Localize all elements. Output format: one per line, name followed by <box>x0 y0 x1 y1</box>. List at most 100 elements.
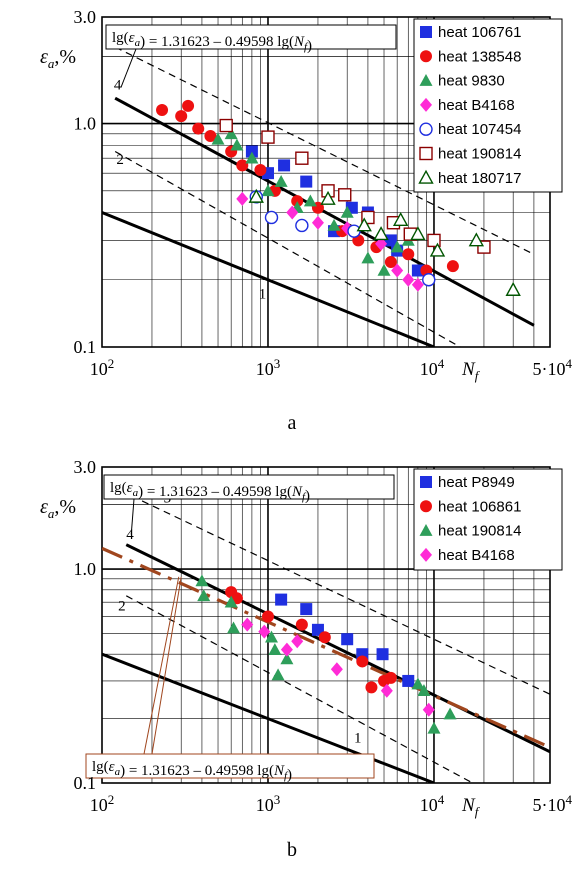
y-axis-label: εa,% <box>40 46 76 71</box>
data-point <box>443 707 457 720</box>
data-point <box>422 273 436 287</box>
data-point <box>380 683 393 698</box>
legend-label: heat B4168 <box>438 547 515 564</box>
series-heat-190814 <box>195 574 457 734</box>
plot-frame <box>101 466 551 784</box>
legend-marker <box>420 26 432 38</box>
legend-marker <box>419 74 433 86</box>
data-point <box>261 610 274 623</box>
data-point <box>411 264 424 277</box>
data-point <box>417 684 431 696</box>
line-label-4: 4 <box>114 78 122 94</box>
equation-box <box>105 24 397 50</box>
data-point <box>365 681 378 694</box>
data-point <box>392 212 409 227</box>
panel-caption: a <box>288 412 297 434</box>
data-point <box>156 104 169 117</box>
data-point <box>327 218 341 231</box>
data-point <box>295 618 308 631</box>
series-heat-106861 <box>225 586 397 694</box>
series-heat-p8949 <box>275 593 415 687</box>
data-point <box>300 603 313 616</box>
x-axis-label: Nf <box>461 795 481 819</box>
data-point <box>280 652 294 665</box>
data-point <box>373 226 389 241</box>
data-point <box>236 159 249 172</box>
fit-line-3 <box>130 495 550 695</box>
data-point <box>258 624 271 639</box>
data-point <box>295 151 309 165</box>
line-label-2: 2 <box>116 152 124 168</box>
legend-marker <box>419 146 433 161</box>
panel-caption: b <box>287 839 297 861</box>
data-point <box>411 277 424 292</box>
legend-label: heat 190814 <box>438 523 521 540</box>
data-point <box>278 159 291 172</box>
series-heat-9830 <box>211 127 415 276</box>
legend-label: heat 106861 <box>438 498 521 515</box>
data-point <box>376 648 389 661</box>
legend-label: heat 107454 <box>438 121 521 138</box>
x-tick-label: 102 <box>90 792 115 815</box>
data-point <box>280 642 293 657</box>
fit-line-3 <box>114 46 535 255</box>
data-point <box>340 205 354 218</box>
data-point <box>227 621 241 634</box>
data-point <box>402 272 415 287</box>
data-point <box>361 251 375 264</box>
equation-text-bottom: lg(εa) = 1.31623 – 0.49598 lg(Nf) <box>92 759 292 783</box>
series-heat-138548 <box>156 99 459 277</box>
data-point <box>338 188 352 202</box>
data-point <box>271 668 285 681</box>
y-tick-label: 3.0 <box>74 457 97 477</box>
legend-label: heat B4168 <box>438 97 515 114</box>
data-point <box>384 234 397 247</box>
series-heat-b4168 <box>241 617 435 717</box>
data-point <box>245 151 259 164</box>
equation-leader-bottom <box>143 576 180 755</box>
series-heat-180717 <box>248 188 521 296</box>
data-point <box>391 263 404 278</box>
data-point <box>384 671 397 684</box>
data-point <box>402 674 415 687</box>
data-point <box>245 145 258 158</box>
fit-line-2 <box>114 150 462 347</box>
x-tick-label: 5·104 <box>533 356 573 379</box>
equation-leader-bottom <box>151 576 182 755</box>
data-point <box>224 127 238 140</box>
series-heat-190814 <box>219 118 491 254</box>
data-point <box>422 702 435 717</box>
data-point <box>320 190 336 205</box>
equation-leader <box>120 48 137 88</box>
data-point <box>429 242 446 257</box>
legend-label: heat 138548 <box>438 48 521 65</box>
data-point <box>248 188 264 203</box>
data-point <box>390 240 404 253</box>
line-label-4: 4 <box>126 527 134 543</box>
y-tick-label: 1.0 <box>74 559 97 579</box>
data-point <box>211 132 225 145</box>
line-label-1: 1 <box>259 286 267 302</box>
legend-marker <box>420 500 432 513</box>
data-point <box>236 191 249 206</box>
data-point <box>300 175 313 188</box>
legend-box <box>413 18 563 193</box>
data-point <box>341 633 354 646</box>
x-tick-label: 104 <box>420 792 445 815</box>
line-label-2: 2 <box>118 599 126 615</box>
data-point <box>261 130 275 144</box>
legend-marker <box>420 50 432 63</box>
data-point <box>182 99 195 112</box>
legend-label: heat 180717 <box>438 170 521 187</box>
data-point <box>291 634 304 649</box>
data-point <box>303 194 317 207</box>
legend: heat P8949 heat 106861 heat 190814 heat B41… <box>413 468 563 571</box>
legend-box <box>413 468 563 571</box>
y-tick-label: 1.0 <box>74 114 97 134</box>
data-point <box>295 218 309 233</box>
data-point <box>356 655 369 668</box>
line-label-1: 1 <box>354 730 362 746</box>
data-point <box>505 281 521 296</box>
data-point <box>254 163 267 176</box>
